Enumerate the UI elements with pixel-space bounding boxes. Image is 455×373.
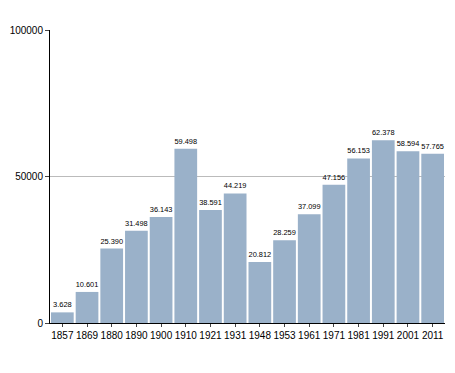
svg-text:1953: 1953 [273, 330, 296, 341]
svg-text:20.812: 20.812 [249, 250, 272, 259]
svg-text:1910: 1910 [175, 330, 198, 341]
svg-text:50000: 50000 [15, 171, 43, 182]
svg-text:28.259: 28.259 [273, 228, 296, 237]
svg-text:1971: 1971 [323, 330, 346, 341]
svg-text:1880: 1880 [101, 330, 124, 341]
svg-text:25.390: 25.390 [100, 237, 123, 246]
svg-text:44.219: 44.219 [224, 181, 247, 190]
svg-text:62.378: 62.378 [372, 128, 395, 137]
svg-text:1961: 1961 [298, 330, 321, 341]
svg-text:2001: 2001 [397, 330, 420, 341]
svg-text:47.156: 47.156 [323, 173, 346, 182]
svg-text:1890: 1890 [125, 330, 148, 341]
svg-text:31.498: 31.498 [125, 219, 148, 228]
svg-text:100000: 100000 [10, 25, 44, 36]
svg-text:1931: 1931 [224, 330, 247, 341]
svg-text:36.143: 36.143 [150, 205, 173, 214]
svg-text:1981: 1981 [347, 330, 370, 341]
svg-text:59.498: 59.498 [174, 137, 197, 146]
svg-text:1869: 1869 [76, 330, 99, 341]
svg-text:58.594: 58.594 [397, 139, 420, 148]
svg-text:1900: 1900 [150, 330, 173, 341]
svg-text:37.099: 37.099 [298, 202, 321, 211]
svg-text:1921: 1921 [199, 330, 222, 341]
svg-text:1991: 1991 [372, 330, 395, 341]
svg-text:2011: 2011 [422, 330, 444, 341]
svg-text:57.765: 57.765 [421, 142, 444, 151]
svg-text:0: 0 [37, 318, 43, 329]
svg-text:1948: 1948 [249, 330, 272, 341]
svg-text:38.591: 38.591 [199, 198, 222, 207]
svg-text:3.628: 3.628 [53, 300, 72, 309]
svg-text:56.153: 56.153 [347, 146, 370, 155]
svg-text:10.601: 10.601 [76, 280, 99, 289]
svg-text:1857: 1857 [51, 330, 74, 341]
